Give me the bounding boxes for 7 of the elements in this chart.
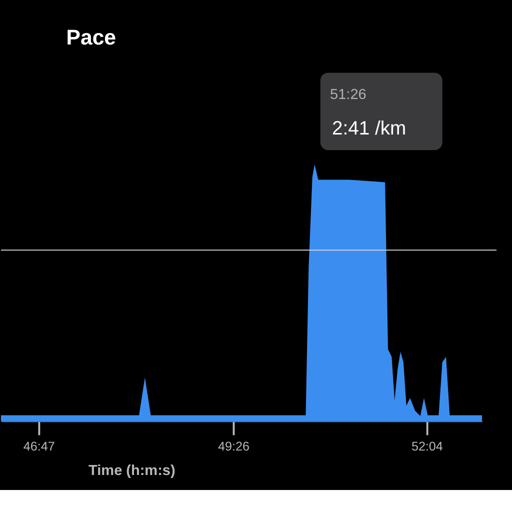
text: 2:41 /km — [332, 118, 406, 140]
text: 51:26 — [330, 86, 366, 103]
x-tick-label: 49:26 — [218, 440, 250, 454]
chart-title: Pace — [66, 26, 116, 50]
x-axis-title: Time (h:m:s) — [88, 462, 176, 479]
x-tick-label: 46:47 — [23, 440, 55, 454]
x-tick-label: 52:04 — [411, 440, 443, 454]
